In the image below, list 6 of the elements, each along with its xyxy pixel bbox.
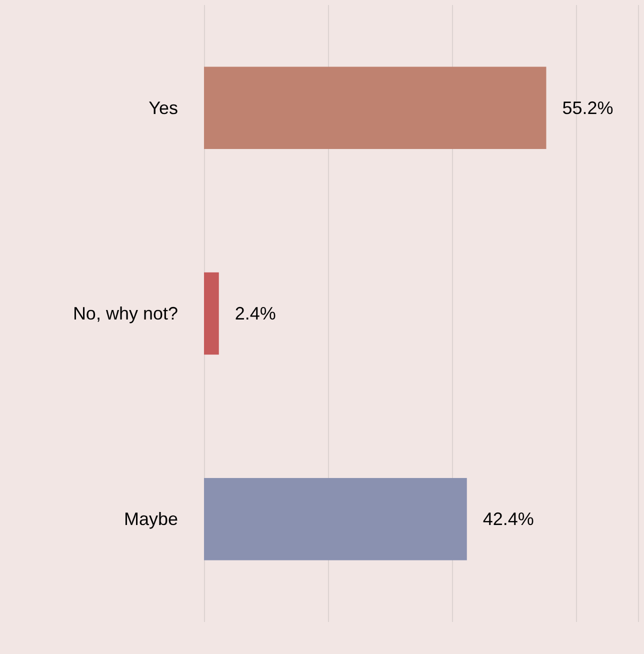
data-label: 55.2%: [562, 98, 614, 118]
y-tick-label: Maybe: [124, 509, 178, 530]
y-tick-label: No, why not?: [72, 304, 178, 324]
y-tick-label: Yes: [148, 98, 178, 118]
data-label: 2.4%: [234, 304, 276, 324]
data-label: 42.4%: [482, 509, 534, 530]
